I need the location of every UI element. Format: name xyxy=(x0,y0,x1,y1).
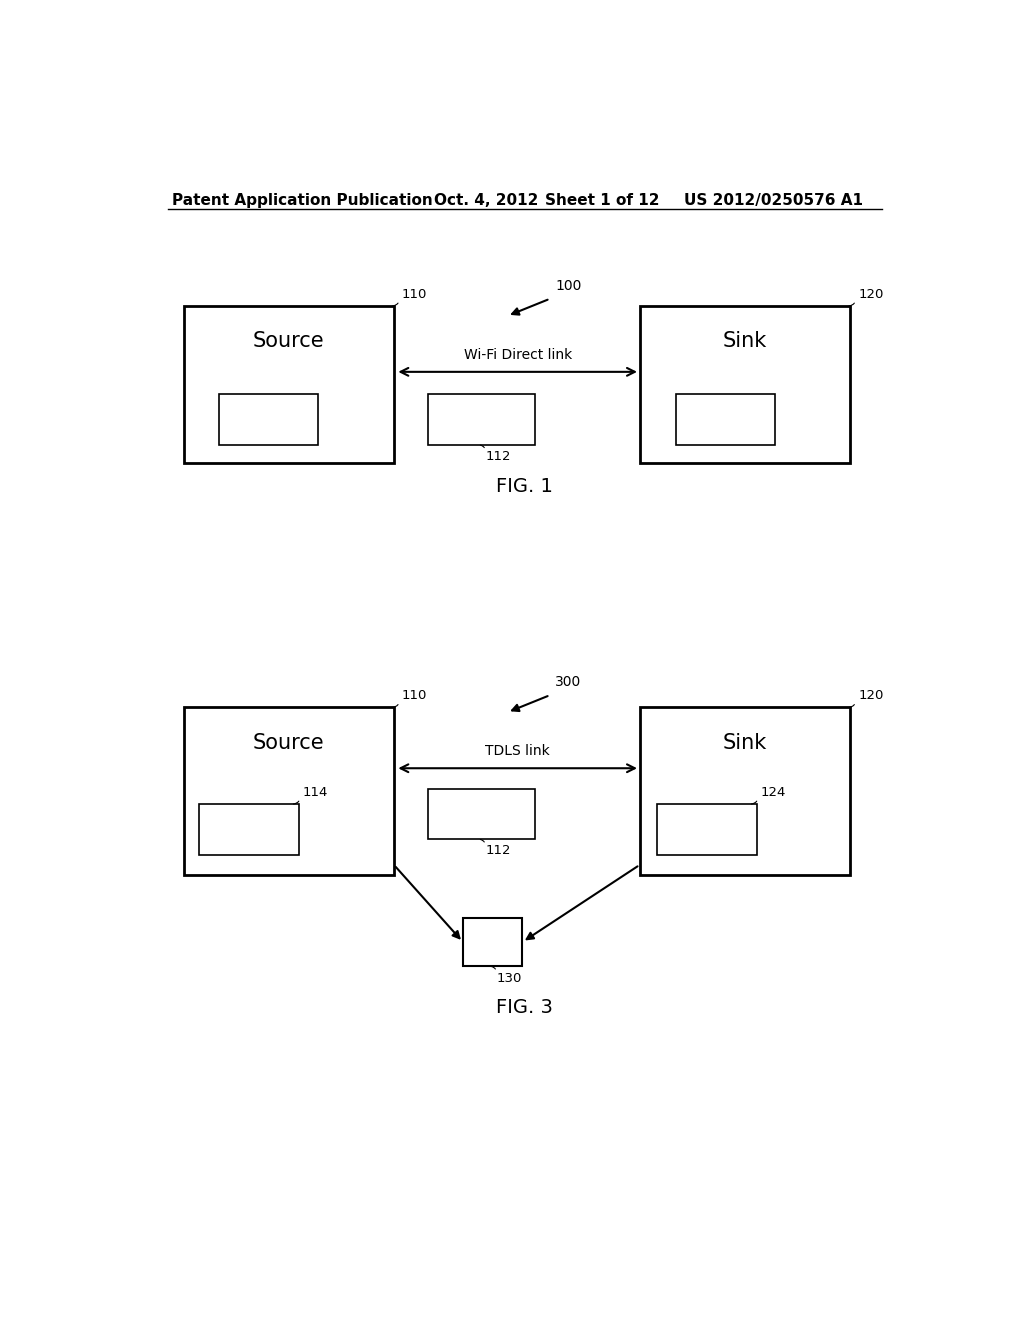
Text: TDLS link: TDLS link xyxy=(485,744,550,758)
Bar xyxy=(183,708,394,875)
Text: 130: 130 xyxy=(497,972,522,985)
Text: Source: Source xyxy=(253,733,325,752)
Bar xyxy=(657,804,757,854)
Text: Display Data: Display Data xyxy=(433,807,530,821)
Text: 300: 300 xyxy=(555,675,582,689)
Text: Source: Source xyxy=(253,331,325,351)
Text: Wi-Fi Direct link: Wi-Fi Direct link xyxy=(464,347,571,362)
Text: Display Data: Display Data xyxy=(433,412,530,428)
Text: Discovery: Discovery xyxy=(211,822,287,837)
Text: 100: 100 xyxy=(555,279,582,293)
Text: AP: AP xyxy=(482,933,504,950)
Text: 110: 110 xyxy=(401,288,427,301)
Bar xyxy=(640,708,850,875)
Text: 120: 120 xyxy=(858,689,884,702)
Text: 124: 124 xyxy=(761,785,785,799)
Bar xyxy=(463,917,522,966)
Text: Sink: Sink xyxy=(723,733,767,752)
Text: Discovery: Discovery xyxy=(231,412,307,428)
Text: 114: 114 xyxy=(303,785,328,799)
Text: Oct. 4, 2012: Oct. 4, 2012 xyxy=(433,193,538,209)
Text: Sink: Sink xyxy=(723,331,767,351)
Bar xyxy=(219,395,318,445)
Text: Patent Application Publication: Patent Application Publication xyxy=(172,193,432,209)
Text: 120: 120 xyxy=(858,288,884,301)
Text: 112: 112 xyxy=(485,845,511,858)
Bar xyxy=(183,306,394,463)
Text: FIG. 3: FIG. 3 xyxy=(497,998,553,1018)
Text: Sheet 1 of 12: Sheet 1 of 12 xyxy=(545,193,659,209)
Text: 110: 110 xyxy=(401,689,427,702)
Text: Discovery: Discovery xyxy=(687,412,763,428)
Bar xyxy=(200,804,299,854)
Text: FIG. 1: FIG. 1 xyxy=(497,477,553,496)
Text: US 2012/0250576 A1: US 2012/0250576 A1 xyxy=(684,193,862,209)
Text: Discovery: Discovery xyxy=(669,822,744,837)
Bar xyxy=(676,395,775,445)
Bar xyxy=(428,788,536,840)
Text: 112: 112 xyxy=(485,450,511,463)
Bar xyxy=(640,306,850,463)
Bar xyxy=(428,395,536,445)
